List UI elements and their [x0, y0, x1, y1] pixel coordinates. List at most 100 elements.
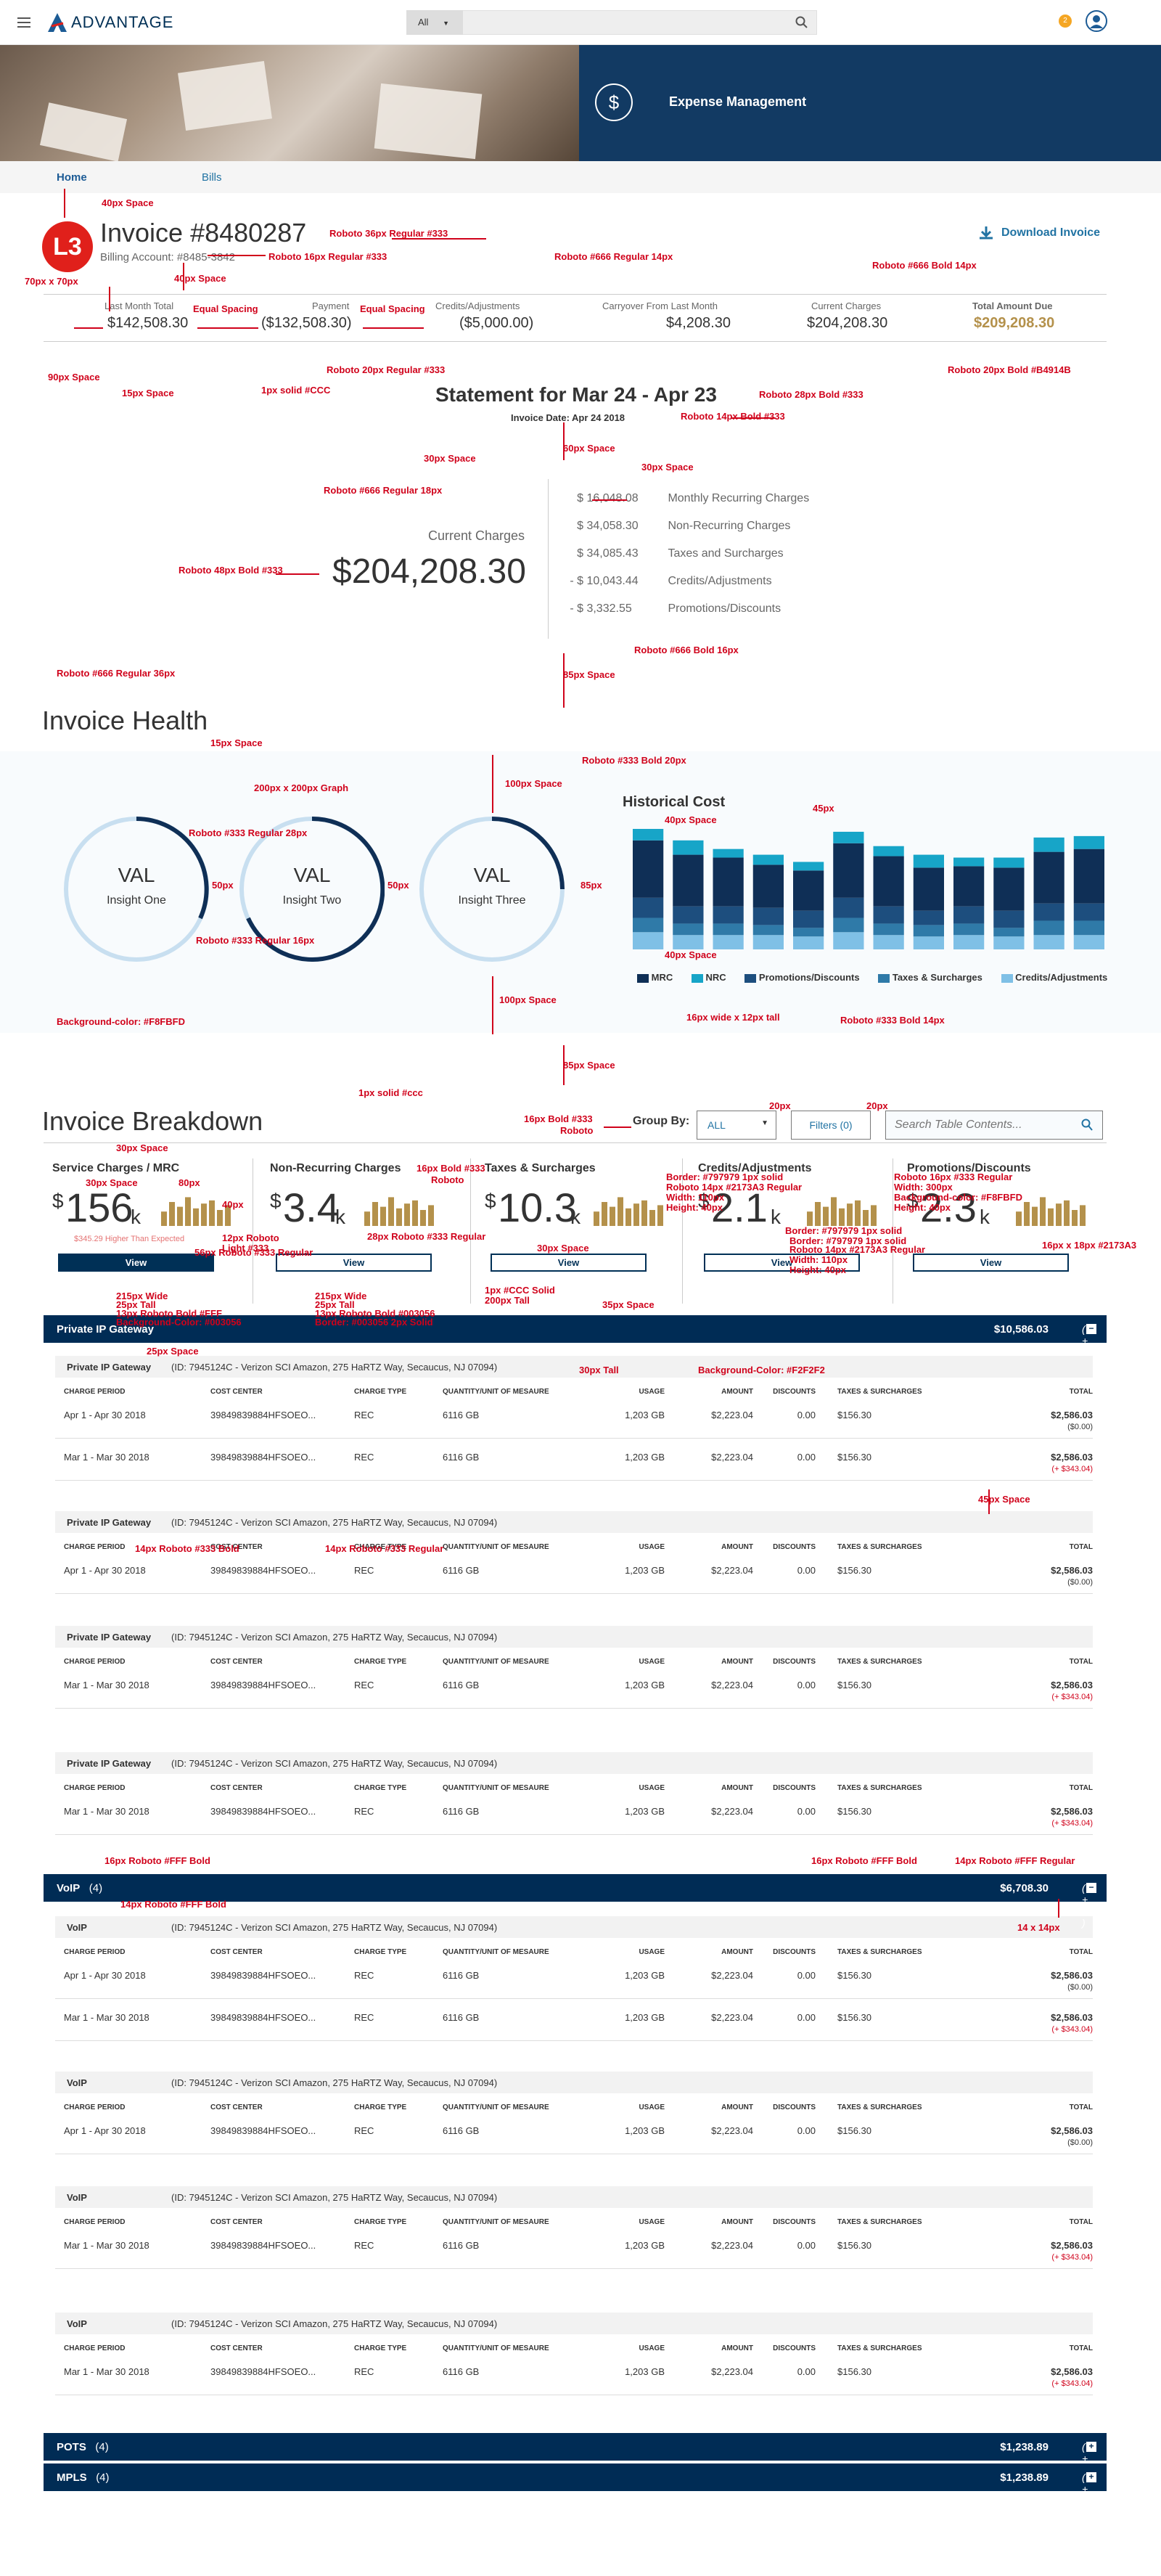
bar-segment — [953, 906, 985, 924]
group-header[interactable]: VoIP (ID: 7945124C - Verizon SCI Amazon, … — [55, 1916, 1093, 1938]
expand-icon[interactable]: + — [1086, 2472, 1096, 2482]
cell: Mar 1 - Mar 30 2018 — [64, 2012, 149, 2023]
group-header[interactable]: Private IP Gateway (ID: 7945124C - Verizo… — [55, 1626, 1093, 1648]
sparkline-bar — [169, 1202, 175, 1226]
sparkline-bar — [388, 1197, 394, 1226]
breadcrumb-bills[interactable]: Bills — [202, 171, 222, 184]
group-by-select[interactable]: ALL ▼ — [697, 1111, 776, 1140]
sparkline-bar — [1056, 1203, 1062, 1226]
view-button[interactable]: View — [913, 1254, 1069, 1272]
search-icon[interactable] — [795, 16, 808, 29]
statement-lines: $ 16,048.08 Monthly Recurring Charges $ 3… — [570, 492, 810, 615]
design-annotation: Roboto #333 Bold 14px — [840, 1015, 945, 1026]
column-header: QUANTITY/UNIT OF MESAURE — [443, 2103, 549, 2111]
view-button[interactable]: View — [58, 1254, 214, 1272]
annotation-arrow — [604, 1127, 631, 1128]
group-id: (ID: 7945124C - Verizon SCI Amazon, 275 … — [171, 1517, 498, 1528]
column-header: CHARGE TYPE — [354, 1784, 407, 1792]
column-header: TAXES & SURCHARGES — [837, 2103, 922, 2111]
cell: Mar 1 - Mar 30 2018 — [64, 1806, 149, 1817]
sparkline-bar — [633, 1203, 639, 1226]
section-amount: $6,708.30 — [1000, 1882, 1049, 1894]
download-icon[interactable] — [978, 225, 994, 241]
view-button[interactable]: View — [276, 1254, 432, 1272]
download-invoice-link[interactable]: Download Invoice — [1001, 226, 1101, 239]
design-annotation: 15px Space — [210, 737, 263, 748]
expand-icon[interactable]: + — [1086, 2442, 1096, 2452]
hamburger-menu-icon[interactable] — [17, 17, 30, 28]
hero-photo — [0, 45, 579, 162]
cell: 39849839884HFSOEO... — [210, 1565, 316, 1576]
design-annotation: 30px Space — [537, 1243, 589, 1254]
historical-cost-chart — [633, 829, 1104, 949]
group-header[interactable]: VoIP (ID: 7945124C - Verizon SCI Amazon, … — [55, 2313, 1093, 2334]
cell: $2,223.04 — [711, 2012, 753, 2023]
sparkline-bar — [602, 1202, 607, 1226]
bar-segment — [833, 897, 864, 918]
notification-badge[interactable]: 2 — [1059, 15, 1072, 28]
annotation-arrow — [363, 327, 424, 329]
sparkline-bar — [420, 1210, 426, 1226]
bar-segment — [1073, 935, 1104, 949]
sparkline-bar — [625, 1208, 631, 1226]
section-bar-private-ip[interactable]: Private IP Gateway $10,586.03 ( + $3,202… — [44, 1315, 1127, 1370]
search-icon[interactable] — [1081, 1119, 1093, 1132]
search-table-input[interactable] — [885, 1111, 1103, 1140]
sparkline-bar — [657, 1205, 663, 1226]
summary-label: Carryover From Last Month — [602, 300, 718, 311]
top-navigation-bar: ADVANTAGE All ▼ 2 — [0, 0, 1161, 45]
group-header[interactable]: Private IP Gateway (ID: 7945124C - Verizo… — [55, 1356, 1093, 1378]
annotation-arrow — [492, 976, 493, 1034]
group-name: VoIP — [67, 2192, 87, 2203]
collapse-icon[interactable]: − — [1086, 1324, 1096, 1334]
brand-name[interactable]: ADVANTAGE — [71, 13, 174, 31]
section-bar-mpls[interactable]: MPLS (4) $1,238.89 ( + $3,202.04 ) + — [44, 2463, 1127, 2518]
section-bar-pots[interactable]: POTS (4) $1,238.89 ( + $3,202.04 ) + — [44, 2433, 1127, 2487]
summary-card: Promotions/Discounts $ 2.3 k View — [907, 1162, 1096, 1274]
column-header: TAXES & SURCHARGES — [837, 1388, 922, 1396]
column-header: AMOUNT — [721, 2344, 753, 2352]
global-search-input[interactable] — [406, 10, 817, 35]
design-annotation: Roboto #666 Regular 14px — [554, 251, 673, 262]
invoice-breakdown-title: Invoice Breakdown — [42, 1106, 263, 1136]
design-annotation: Height: 40px — [894, 1202, 951, 1213]
view-button[interactable]: View — [704, 1254, 860, 1272]
group-id: (ID: 7945124C - Verizon SCI Amazon, 275 … — [171, 1362, 498, 1373]
group-header[interactable]: VoIP (ID: 7945124C - Verizon SCI Amazon, … — [55, 2072, 1093, 2093]
legend-swatch — [691, 973, 703, 983]
search-scope-select[interactable]: All ▼ — [406, 10, 463, 35]
bar-segment — [993, 928, 1025, 937]
column-header: TOTAL — [1069, 1388, 1093, 1396]
design-annotation: Roboto 14px #2173A3 Regular — [666, 1182, 803, 1193]
currency-symbol: $ — [270, 1190, 282, 1212]
column-header: QUANTITY/UNIT OF MESAURE — [443, 2344, 549, 2352]
group-header[interactable]: Private IP Gateway (ID: 7945124C - Verizo… — [55, 1511, 1093, 1533]
group-name: VoIP — [67, 2077, 87, 2088]
card-title: Credits/Adjustments — [698, 1162, 812, 1174]
group-header[interactable]: Private IP Gateway (ID: 7945124C - Verizo… — [55, 1752, 1093, 1774]
sparkline-bars — [161, 1197, 231, 1226]
design-annotation: 14px Roboto #FFF Bold — [120, 1899, 226, 1910]
column-header: COST CENTER — [210, 1948, 263, 1956]
user-avatar-icon[interactable] — [1086, 10, 1107, 32]
bar-segment — [1033, 851, 1064, 904]
design-annotation: Roboto 48px Bold #333 — [179, 565, 283, 576]
cell: 6116 GB — [443, 1565, 480, 1576]
cell: $2,223.04 — [711, 2366, 753, 2377]
design-annotation: Background-Color: #003056 — [116, 1317, 242, 1328]
sparkline-bars — [594, 1197, 663, 1226]
column-header: QUANTITY/UNIT OF MESAURE — [443, 2218, 549, 2226]
group-header[interactable]: VoIP (ID: 7945124C - Verizon SCI Amazon, … — [55, 2186, 1093, 2208]
design-annotation: Roboto — [431, 1174, 464, 1185]
filters-button[interactable]: Filters (0) — [791, 1111, 871, 1140]
section-bar-voip[interactable]: VoIP (4) $6,708.30 ( + $3,202.04 ) − — [44, 1874, 1127, 1929]
breadcrumb-home[interactable]: Home — [57, 171, 87, 184]
collapse-icon[interactable]: − — [1086, 1883, 1096, 1893]
legend-label: MRC — [651, 972, 673, 983]
bar-segment — [1073, 835, 1104, 849]
card-unit: k — [980, 1206, 990, 1228]
column-header: USAGE — [639, 2103, 665, 2111]
column-header: CHARGE TYPE — [354, 2344, 407, 2352]
view-button[interactable]: View — [491, 1254, 647, 1272]
bar-segment — [633, 917, 664, 933]
